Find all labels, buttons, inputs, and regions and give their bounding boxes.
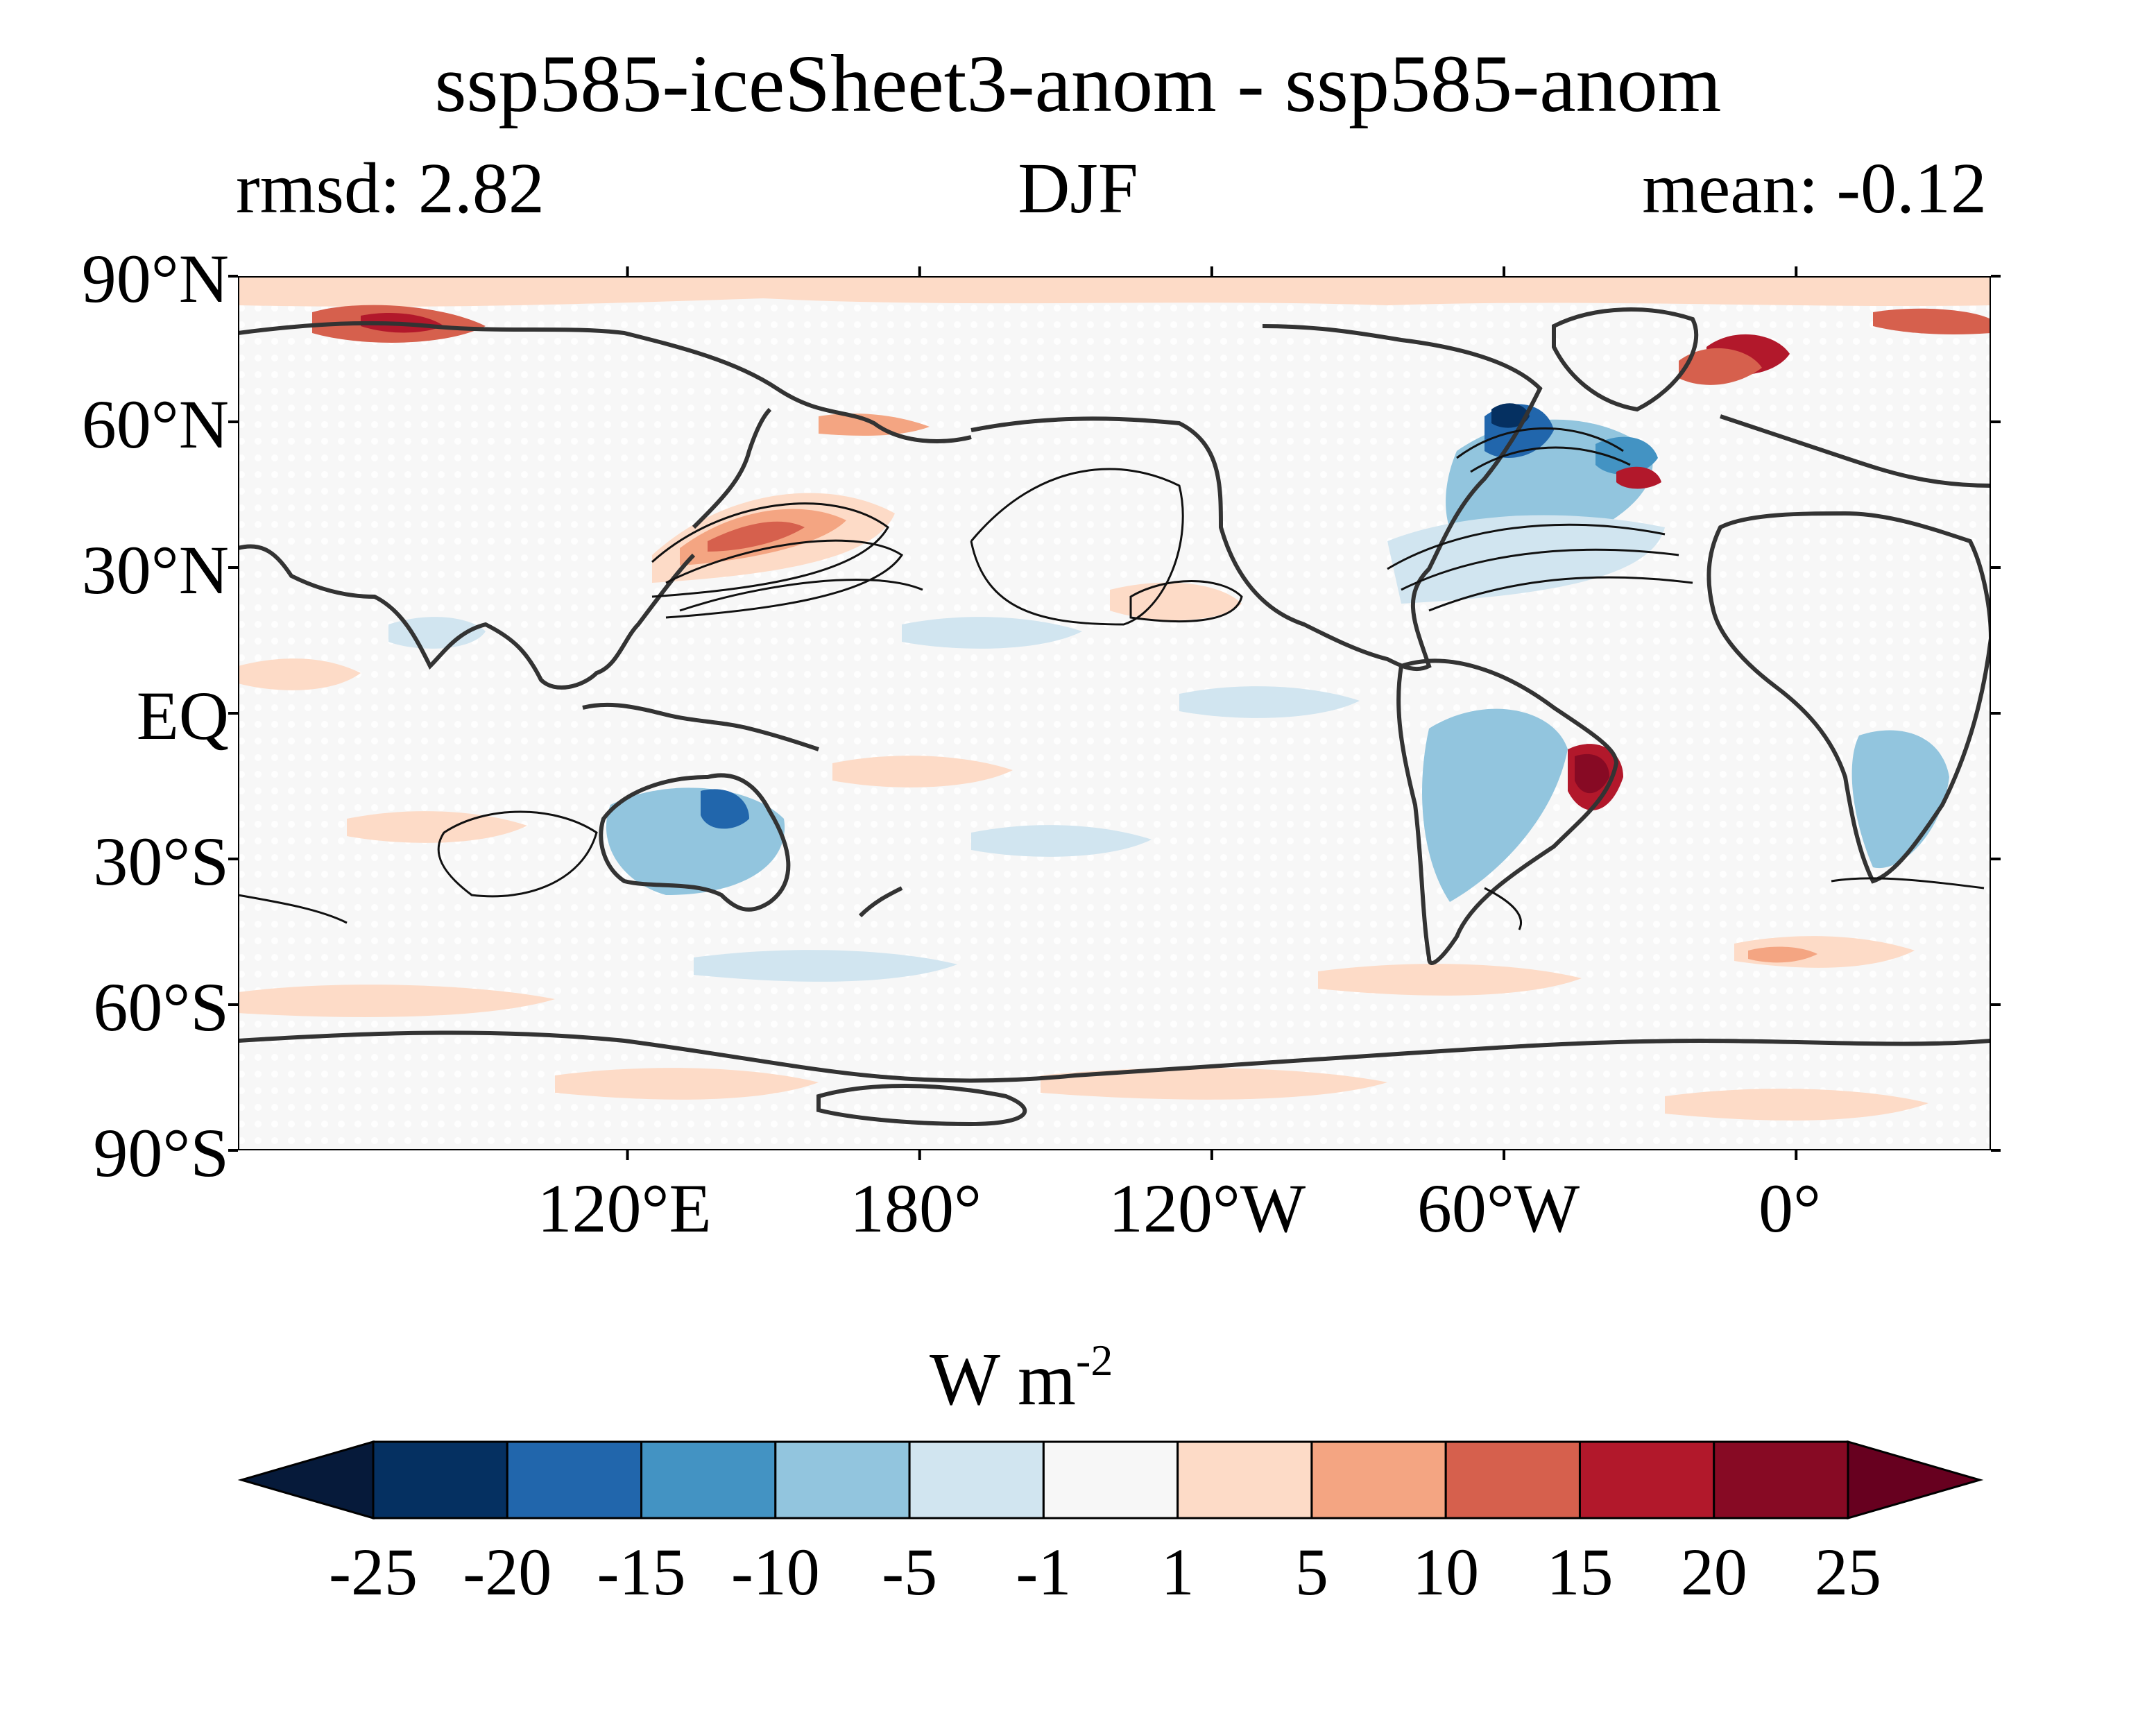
colorbar-tick-label: -15 bbox=[597, 1535, 686, 1609]
coastlines bbox=[238, 307, 1991, 1127]
colorbar-tick-label: -25 bbox=[329, 1535, 418, 1609]
colorbar-segment bbox=[640, 1440, 777, 1519]
colorbar-segment bbox=[908, 1440, 1045, 1519]
axis-ticks bbox=[228, 266, 2001, 1160]
colorbar-tick-label: 25 bbox=[1815, 1535, 1881, 1609]
anomaly-patches bbox=[238, 276, 1991, 1121]
colorbar-segment bbox=[774, 1440, 911, 1519]
lat-label-30s: 30°S bbox=[93, 823, 229, 900]
colorbar-unit-label: W m-2 bbox=[930, 1336, 1113, 1421]
colorbar-tick-label: 15 bbox=[1546, 1535, 1614, 1609]
colorbar-tick-label: 20 bbox=[1680, 1535, 1747, 1609]
lon-label-180: 180° bbox=[850, 1170, 982, 1247]
season-label: DJF bbox=[1018, 148, 1138, 228]
colorbar-segment bbox=[1713, 1440, 1849, 1519]
colorbar-tick-label: -1 bbox=[1016, 1535, 1072, 1609]
colorbar-segment bbox=[372, 1440, 508, 1519]
colorbar-over-extension bbox=[1847, 1440, 1984, 1519]
lat-label-60n: 60°N bbox=[81, 386, 229, 463]
colorbar-segment bbox=[1444, 1440, 1581, 1519]
lon-label-0: 0° bbox=[1759, 1170, 1821, 1247]
plot-title: ssp585-iceSheet3-anom - ssp585-anom bbox=[434, 38, 1722, 129]
colorbar-tick-label: 5 bbox=[1294, 1535, 1328, 1609]
colorbar-segment bbox=[1177, 1440, 1313, 1519]
colorbar-under-extension bbox=[237, 1440, 375, 1519]
colorbar-segment bbox=[506, 1440, 643, 1519]
colorbar-tick-label: 1 bbox=[1161, 1535, 1195, 1609]
colorbar-segment bbox=[1042, 1440, 1179, 1519]
lat-label-90n: 90°N bbox=[81, 240, 229, 317]
colorbar-tick-label: -10 bbox=[730, 1535, 820, 1609]
lat-label-90s: 90°S bbox=[93, 1114, 229, 1191]
lon-label-120w: 120°W bbox=[1108, 1170, 1306, 1247]
lat-label-30n: 30°N bbox=[81, 531, 229, 608]
colorbar-segment bbox=[1578, 1440, 1716, 1519]
lat-label-60s: 60°S bbox=[93, 969, 229, 1046]
lon-label-120e: 120°E bbox=[537, 1170, 712, 1247]
colorbar-segment bbox=[1310, 1440, 1447, 1519]
colorbar-tick-label: -5 bbox=[882, 1535, 938, 1609]
lon-label-60w: 60°W bbox=[1417, 1170, 1580, 1247]
contour-lines bbox=[238, 427, 1985, 930]
colorbar-tick-label: 10 bbox=[1412, 1535, 1480, 1609]
rmsd-label: rmsd: 2.82 bbox=[236, 148, 545, 228]
colorbar-tick-label: -20 bbox=[463, 1535, 552, 1609]
lat-label-eq: EQ bbox=[136, 677, 229, 754]
mean-label: mean: -0.12 bbox=[1642, 148, 1987, 228]
